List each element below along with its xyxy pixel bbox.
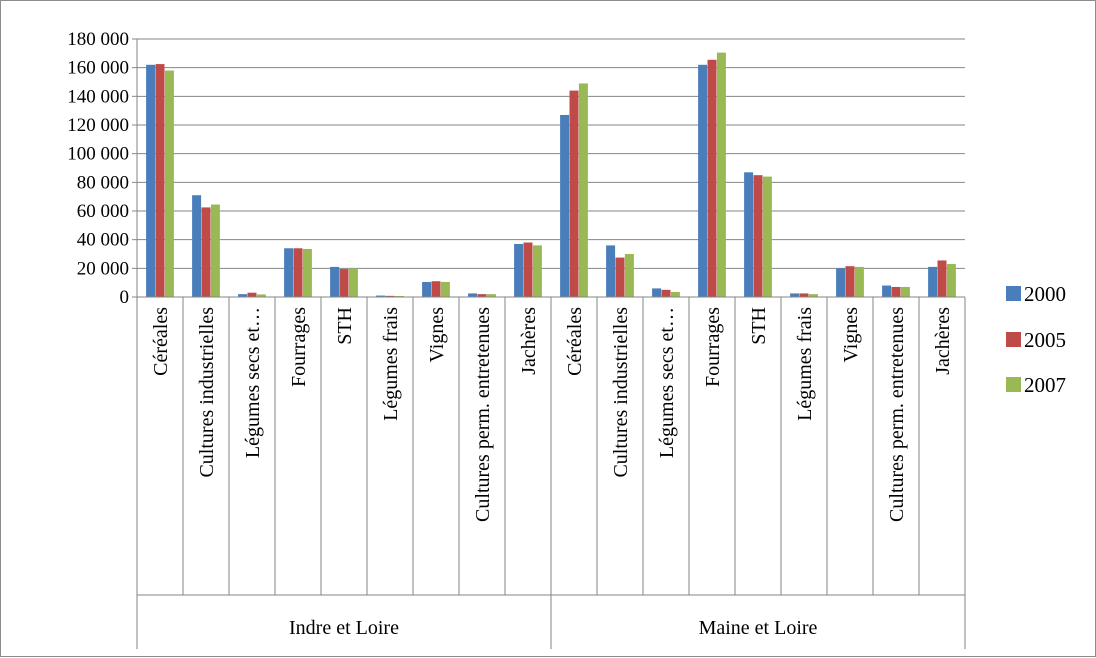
bar-2007-17 bbox=[946, 264, 956, 297]
bar-2005-15 bbox=[845, 266, 855, 297]
bar-2005-1 bbox=[201, 207, 211, 297]
group-label: Maine et Loire bbox=[699, 617, 818, 639]
bar-2007-11 bbox=[670, 291, 680, 297]
bar-2005-9 bbox=[569, 90, 579, 297]
y-tick-label: 20 000 bbox=[77, 258, 129, 279]
bar-2005-16 bbox=[891, 286, 901, 297]
bar-2007-9 bbox=[578, 83, 588, 297]
bar-2000-3 bbox=[284, 248, 294, 297]
bar-2007-8 bbox=[532, 245, 542, 297]
bar-2000-1 bbox=[192, 195, 202, 297]
bar-2005-0 bbox=[155, 64, 165, 297]
legend-label: 2000 bbox=[1024, 282, 1066, 306]
bar-2000-7 bbox=[468, 293, 478, 297]
bar-2007-16 bbox=[900, 286, 910, 297]
y-tick-label: 100 000 bbox=[67, 144, 129, 165]
bar-2005-7 bbox=[477, 294, 487, 297]
legend-swatch-2000 bbox=[1006, 286, 1021, 301]
bar-2007-15 bbox=[854, 266, 864, 297]
y-tick-label: 140 000 bbox=[67, 86, 129, 107]
bar-2000-8 bbox=[514, 243, 524, 297]
bar-2005-14 bbox=[799, 293, 809, 297]
bar-2007-10 bbox=[624, 254, 634, 297]
bar-2000-16 bbox=[882, 285, 892, 297]
x-tick-label: Jachères bbox=[518, 307, 540, 375]
bar-2005-17 bbox=[937, 260, 947, 297]
bar-2000-9 bbox=[560, 114, 570, 297]
bar-2005-8 bbox=[523, 242, 533, 297]
bar-2000-0 bbox=[146, 64, 156, 297]
bar-2000-12 bbox=[698, 64, 708, 297]
x-tick-label: Cultures industrielles bbox=[610, 307, 632, 478]
x-tick-label: Vignes bbox=[840, 307, 862, 363]
y-tick-label: 120 000 bbox=[67, 115, 129, 136]
x-tick-label: Légumes frais bbox=[380, 307, 402, 421]
x-tick-label: Légumes secs et… bbox=[656, 307, 678, 458]
y-tick-label: 0 bbox=[120, 287, 130, 308]
bar-2007-1 bbox=[210, 204, 220, 297]
x-tick-label: Jachères bbox=[932, 307, 954, 375]
bar-2000-14 bbox=[790, 293, 800, 297]
bar-2007-13 bbox=[762, 176, 772, 297]
y-tick-label: 160 000 bbox=[67, 58, 129, 79]
x-tick-label: STH bbox=[748, 307, 770, 345]
x-tick-label: Cultures perm. entretenues bbox=[472, 307, 494, 522]
bar-2007-0 bbox=[164, 70, 174, 298]
bar-2007-6 bbox=[440, 281, 450, 297]
bar-2005-12 bbox=[707, 59, 717, 298]
bar-2000-6 bbox=[422, 281, 432, 297]
legend-swatch-2007 bbox=[1006, 377, 1021, 392]
bar-2007-5 bbox=[394, 295, 404, 297]
x-tick-label: Cultures perm. entretenues bbox=[886, 307, 908, 522]
legend-swatch-2005 bbox=[1006, 332, 1021, 347]
bar-2005-10 bbox=[615, 257, 625, 297]
x-tick-label: Fourrages bbox=[288, 307, 310, 387]
bar-2000-15 bbox=[836, 268, 846, 297]
y-tick-label: 80 000 bbox=[77, 172, 129, 193]
bar-2005-4 bbox=[339, 269, 349, 297]
bar-2000-13 bbox=[744, 172, 754, 297]
group-label: Indre et Loire bbox=[289, 617, 399, 639]
legend-label: 2005 bbox=[1024, 328, 1066, 352]
bar-2000-2 bbox=[238, 294, 248, 297]
x-tick-label: STH bbox=[334, 307, 356, 345]
legend-label: 2007 bbox=[1024, 373, 1066, 397]
bar-2000-17 bbox=[928, 266, 938, 297]
bar-2005-2 bbox=[247, 292, 257, 297]
x-tick-label: Fourrages bbox=[702, 307, 724, 387]
bar-2005-6 bbox=[431, 281, 441, 297]
y-tick-label: 40 000 bbox=[77, 230, 129, 251]
x-tick-label: Légumes frais bbox=[794, 307, 816, 421]
x-tick-label: Céréales bbox=[150, 307, 172, 376]
x-tick-label: Vignes bbox=[426, 307, 448, 363]
bar-2005-13 bbox=[753, 175, 763, 297]
bar-2007-14 bbox=[808, 294, 818, 297]
bar-2000-5 bbox=[376, 295, 386, 297]
bar-2007-2 bbox=[256, 294, 266, 297]
bar-2007-4 bbox=[348, 268, 358, 297]
bar-2007-12 bbox=[716, 52, 726, 297]
bar-2005-3 bbox=[293, 248, 303, 297]
bar-2000-11 bbox=[652, 288, 662, 297]
x-tick-label: Légumes secs et… bbox=[242, 307, 264, 458]
x-tick-label: Cultures industrielles bbox=[196, 307, 218, 478]
x-tick-label: Céréales bbox=[564, 307, 586, 376]
bar-2007-7 bbox=[486, 294, 496, 297]
y-tick-label: 180 000 bbox=[67, 29, 129, 50]
bar-2007-3 bbox=[302, 248, 312, 297]
bar-2000-4 bbox=[330, 266, 340, 297]
bar-2005-5 bbox=[385, 295, 395, 297]
y-tick-label: 60 000 bbox=[77, 201, 129, 222]
bar-2000-10 bbox=[606, 245, 616, 297]
bar-2005-11 bbox=[661, 289, 671, 297]
